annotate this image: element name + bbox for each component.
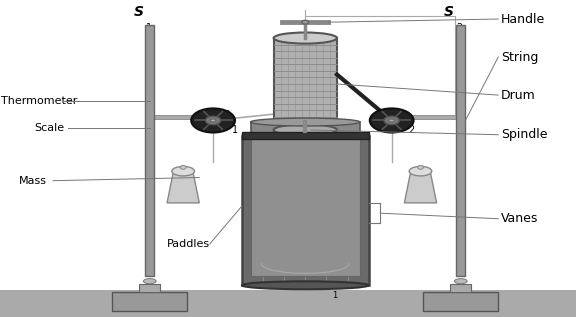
- Text: 2: 2: [408, 125, 414, 135]
- Bar: [457, 108, 464, 262]
- Text: Thermometer: Thermometer: [1, 96, 78, 107]
- Text: Drum: Drum: [501, 88, 536, 102]
- Ellipse shape: [251, 118, 360, 126]
- Bar: [146, 115, 213, 119]
- Text: M: M: [321, 282, 331, 292]
- Bar: [139, 284, 160, 292]
- Bar: [251, 122, 360, 136]
- Ellipse shape: [210, 119, 216, 122]
- Text: 1: 1: [146, 23, 153, 33]
- Ellipse shape: [206, 116, 221, 125]
- Bar: [145, 25, 154, 276]
- Text: 2: 2: [456, 23, 463, 33]
- Ellipse shape: [409, 166, 432, 176]
- Text: Spindle: Spindle: [501, 128, 548, 141]
- Bar: [242, 132, 369, 139]
- Bar: [450, 284, 471, 292]
- Ellipse shape: [180, 165, 186, 169]
- Text: P: P: [397, 109, 405, 122]
- Text: Paddles: Paddles: [167, 239, 210, 249]
- Ellipse shape: [370, 108, 414, 133]
- Bar: [242, 136, 369, 285]
- Ellipse shape: [242, 281, 369, 289]
- Text: Vanes: Vanes: [501, 212, 539, 225]
- Polygon shape: [167, 171, 199, 203]
- Bar: [456, 25, 465, 276]
- Ellipse shape: [302, 20, 309, 24]
- Bar: [0, 290, 576, 317]
- Bar: [392, 115, 464, 119]
- Bar: [112, 292, 187, 311]
- Text: S: S: [444, 5, 453, 19]
- Ellipse shape: [143, 279, 156, 284]
- Text: Mass: Mass: [18, 176, 47, 186]
- Text: 1: 1: [232, 125, 238, 135]
- Ellipse shape: [191, 108, 235, 133]
- Ellipse shape: [454, 279, 467, 284]
- Text: Scale: Scale: [35, 123, 65, 133]
- Ellipse shape: [384, 116, 399, 125]
- Text: Handle: Handle: [501, 12, 545, 26]
- Bar: [423, 292, 498, 311]
- Polygon shape: [404, 171, 437, 203]
- Ellipse shape: [418, 165, 423, 169]
- Text: S: S: [134, 5, 143, 19]
- Text: String: String: [501, 50, 539, 64]
- Bar: [146, 108, 153, 262]
- Text: P: P: [222, 109, 229, 122]
- Ellipse shape: [274, 33, 337, 44]
- Text: 1: 1: [332, 291, 337, 300]
- Ellipse shape: [172, 166, 195, 176]
- Ellipse shape: [274, 124, 337, 136]
- Bar: [274, 38, 337, 130]
- Ellipse shape: [389, 119, 395, 122]
- Bar: [251, 139, 360, 276]
